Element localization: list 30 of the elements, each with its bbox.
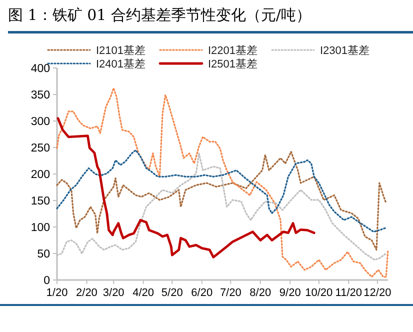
- y-tick-label: 100: [30, 222, 50, 234]
- y-tick-label: 300: [30, 116, 50, 128]
- x-tick-label: 1/20: [46, 287, 68, 299]
- x-tick-label: 10/20: [305, 287, 333, 299]
- y-tick-label: 200: [30, 169, 50, 181]
- legend-label: I2201基差: [208, 44, 258, 57]
- y-tick-label: 350: [30, 90, 50, 102]
- y-tick-label: 0: [44, 275, 50, 287]
- x-tick-label: 4/20: [132, 287, 154, 299]
- line-series: [56, 87, 389, 278]
- legend-label: I2501基差: [208, 58, 258, 70]
- x-tick-label: 7/20: [220, 287, 242, 299]
- x-tick-label: 3/20: [102, 287, 124, 299]
- x-tick-label: 2/20: [76, 287, 98, 299]
- y-tick-label: 400: [30, 63, 50, 75]
- line-series: [56, 117, 316, 258]
- x-tick-label: 6/20: [191, 287, 213, 299]
- legend-label: I2101基差: [96, 44, 146, 57]
- line-series: [56, 149, 386, 233]
- legend-label: I2301基差: [320, 44, 370, 57]
- x-tick-label: 11/20: [335, 287, 362, 299]
- chart-title: 图 1：铁矿 01 合约基差季节性变化（元/吨）: [8, 6, 311, 24]
- x-tick-label: 9/20: [279, 287, 301, 299]
- y-tick-label: 50: [37, 248, 50, 260]
- y-tick-label: 150: [30, 196, 50, 208]
- x-tick-label: 8/20: [250, 287, 272, 299]
- x-tick-label: 5/20: [161, 287, 183, 299]
- legend-label: I2401基差: [96, 58, 146, 70]
- y-tick-label: 250: [30, 142, 50, 154]
- x-tick-label: 12/20: [364, 287, 392, 299]
